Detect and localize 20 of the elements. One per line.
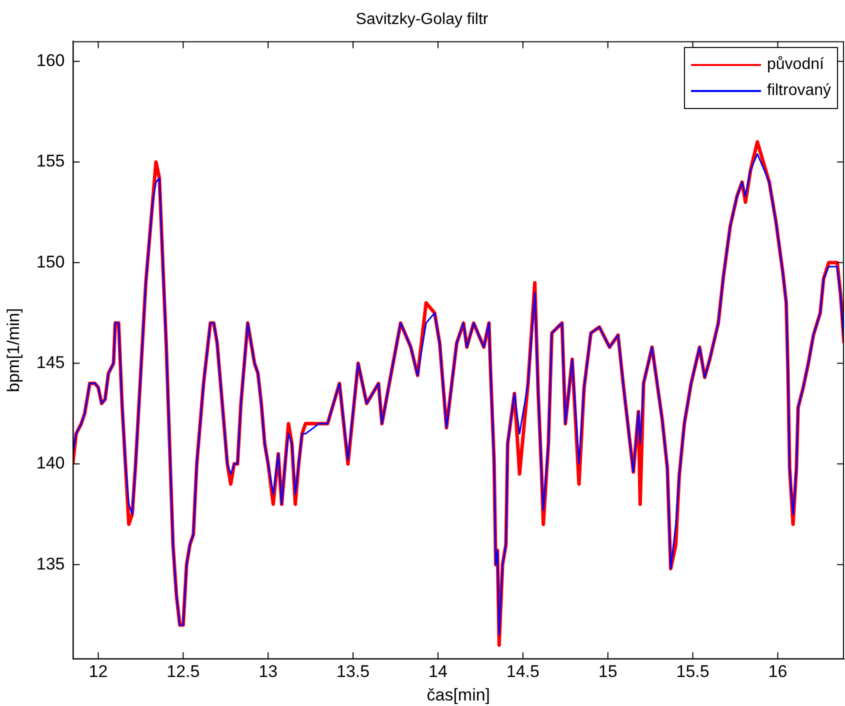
y-tick-label: 150 (36, 252, 65, 272)
legend-label: filtrovaný (767, 82, 832, 100)
x-axis-title: čas[min] (426, 685, 490, 704)
x-tick-label: 12.5 (166, 662, 200, 682)
y-tick-label: 135 (36, 554, 65, 574)
x-tick-label: 15.5 (676, 662, 710, 682)
y-tick-label: 155 (36, 152, 65, 171)
x-tick-label: 13.5 (336, 662, 370, 682)
chart-title: Savitzky-Golay filtr (356, 11, 489, 28)
y-tick-label: 140 (36, 454, 65, 473)
y-tick-label: 160 (36, 51, 65, 70)
legend-label: původní (767, 56, 824, 74)
x-tick-label: 14 (428, 662, 448, 682)
x-tick-label: 12 (88, 662, 108, 682)
y-axis-title: bpm[1/min] (4, 308, 23, 392)
x-tick-label: 15 (598, 662, 618, 682)
y-tick-label: 145 (36, 352, 65, 372)
x-tick-label: 14.5 (506, 662, 540, 682)
x-tick-label: 13 (258, 662, 278, 682)
x-tick-label: 16 (768, 662, 788, 682)
